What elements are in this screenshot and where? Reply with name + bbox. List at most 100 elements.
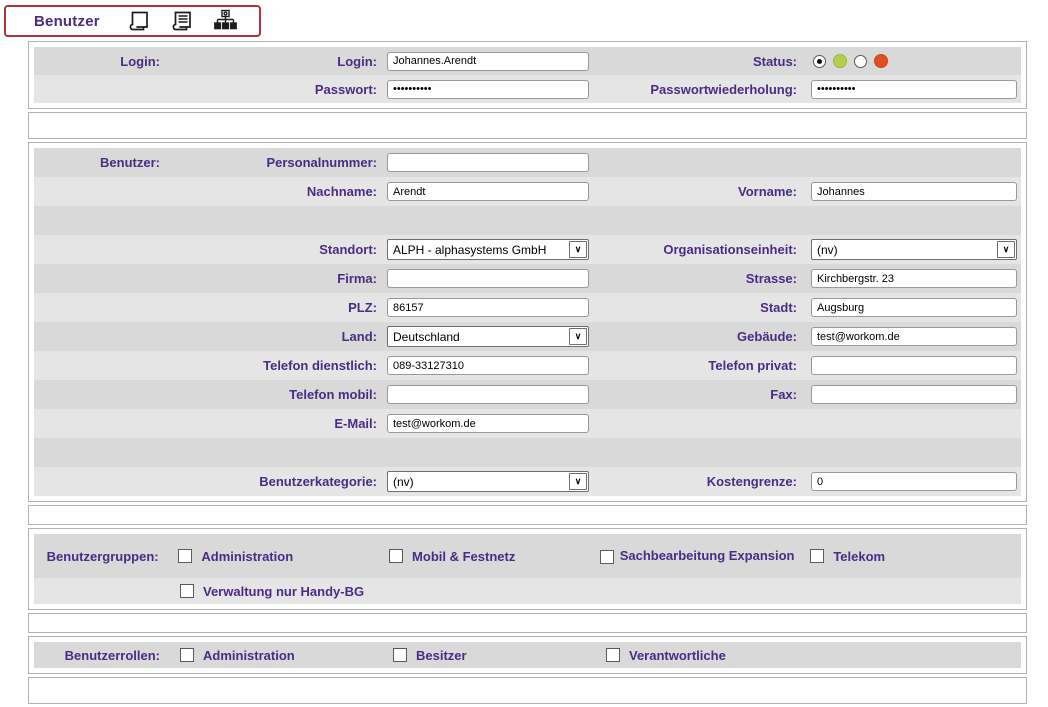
checkbox-item: Verantwortliche bbox=[606, 648, 819, 663]
login-row: Login: Login: Status: bbox=[34, 47, 1021, 75]
chevron-down-icon[interactable]: ∨ bbox=[569, 328, 587, 345]
benutzergruppe-administration-checkbox[interactable] bbox=[178, 549, 193, 563]
stadt-label: Stadt: bbox=[760, 300, 797, 315]
kostengrenze-input[interactable] bbox=[811, 472, 1017, 491]
benutzer-group-label: Benutzer: bbox=[100, 155, 160, 170]
spacer-section-2 bbox=[28, 505, 1027, 525]
email-row: E-Mail: bbox=[34, 409, 1021, 438]
login-input[interactable] bbox=[387, 51, 589, 71]
benutzergruppe-telekom-checkbox[interactable] bbox=[810, 549, 825, 563]
benutzerkategorie-label: Benutzerkategorie: bbox=[259, 474, 377, 489]
benutzer-form: Login: Login: Status: Passwort: Passwort… bbox=[28, 41, 1027, 707]
telefon-mobil-input[interactable] bbox=[387, 385, 589, 404]
telefon-dienstlich-input[interactable] bbox=[387, 356, 589, 375]
checkbox-item: Administration bbox=[180, 648, 393, 663]
fax-label: Fax: bbox=[770, 387, 797, 402]
login-section: Login: Login: Status: Passwort: Passwort… bbox=[28, 41, 1027, 109]
benutzergruppe-verwaltung-nur-handy-bg-checkbox[interactable] bbox=[180, 584, 194, 598]
passwort-row: Passwort: Passwortwiederholung: bbox=[34, 75, 1021, 103]
name-row: Nachname: Vorname: bbox=[34, 177, 1021, 206]
checkbox-item: Verwaltung nur Handy-BG bbox=[180, 584, 393, 599]
firma-row: Firma: Strasse: bbox=[34, 264, 1021, 293]
standort-label: Standort: bbox=[319, 242, 377, 257]
benutzerkategorie-row: Benutzerkategorie: (nv) ∨ Kostengrenze: bbox=[34, 467, 1021, 496]
checkbox-label: Verantwortliche bbox=[629, 647, 726, 663]
passwortwiederholung-input[interactable] bbox=[811, 79, 1017, 99]
benutzergruppe-mobil-festnetz-checkbox[interactable] bbox=[389, 549, 404, 563]
kostengrenze-label: Kostengrenze: bbox=[706, 474, 797, 489]
benutzerkategorie-select[interactable]: (nv) ∨ bbox=[387, 471, 589, 492]
blank-scroll-icon[interactable] bbox=[126, 8, 152, 34]
standort-selected-value: ALPH - alphasystems GmbH bbox=[393, 242, 547, 257]
status-label: Status: bbox=[752, 53, 797, 69]
organisationseinheit-label: Organisationseinheit: bbox=[663, 242, 797, 257]
checkbox-label: Administration bbox=[203, 647, 295, 663]
status-radio-group bbox=[811, 54, 1017, 68]
empty-row bbox=[34, 438, 1021, 467]
organisationseinheit-select[interactable]: (nv) ∨ bbox=[811, 239, 1017, 260]
plz-label: PLZ: bbox=[348, 300, 377, 315]
spacer-section-4 bbox=[28, 677, 1027, 704]
checkbox-label: Administration bbox=[201, 548, 294, 564]
checkbox-item: Telekom bbox=[810, 549, 1021, 564]
strasse-input[interactable] bbox=[811, 269, 1017, 288]
checkbox-item: Administration bbox=[178, 549, 389, 564]
fax-input[interactable] bbox=[811, 385, 1017, 404]
firma-input[interactable] bbox=[387, 269, 589, 288]
nachname-input[interactable] bbox=[387, 182, 589, 201]
checkbox-label: Mobil & Festnetz bbox=[412, 548, 516, 564]
standort-select[interactable]: ALPH - alphasystems GmbH ∨ bbox=[387, 239, 589, 260]
spacer-section-3 bbox=[28, 613, 1027, 633]
telefon-dienstlich-label: Telefon dienstlich: bbox=[263, 358, 377, 373]
vorname-label: Vorname: bbox=[738, 184, 797, 199]
benutzerrollen-section: Benutzerrollen: Administration Besitzer … bbox=[28, 636, 1027, 674]
gebaeude-input[interactable] bbox=[811, 327, 1017, 346]
org-chart-icon[interactable] bbox=[212, 8, 238, 34]
vorname-input[interactable] bbox=[811, 182, 1017, 201]
stadt-input[interactable] bbox=[811, 298, 1017, 317]
telefon-privat-input[interactable] bbox=[811, 356, 1017, 375]
status-inactive-radio[interactable] bbox=[854, 54, 867, 68]
benutzerkategorie-selected-value: (nv) bbox=[393, 474, 414, 489]
benutzerrollen-group-label: Benutzerrollen: bbox=[64, 647, 160, 663]
benutzergruppe-sachbearbeitung-expansion-checkbox[interactable] bbox=[599, 549, 614, 564]
chevron-down-icon[interactable]: ∨ bbox=[997, 241, 1015, 258]
personalnummer-row: Benutzer: Personalnummer: bbox=[34, 148, 1021, 177]
benutzer-section: Benutzer: Personalnummer: Nachname: Vorn… bbox=[28, 142, 1027, 502]
benutzerrolle-administration-checkbox[interactable] bbox=[180, 648, 194, 662]
benutzerrolle-besitzer-checkbox[interactable] bbox=[393, 648, 407, 662]
benutzergruppen-group-label: Benutzergruppen: bbox=[46, 548, 159, 564]
telefon-dienstlich-row: Telefon dienstlich: Telefon privat: bbox=[34, 351, 1021, 380]
telefon-privat-label: Telefon privat: bbox=[708, 358, 797, 373]
land-selected-value: Deutschland bbox=[393, 329, 460, 344]
tab-benutzer[interactable]: Benutzer bbox=[34, 12, 100, 30]
passwort-input[interactable] bbox=[387, 79, 589, 99]
land-select[interactable]: Deutschland ∨ bbox=[387, 326, 589, 347]
standort-row: Standort: ALPH - alphasystems GmbH ∨ Org… bbox=[34, 235, 1021, 264]
benutzerrolle-verantwortliche-checkbox[interactable] bbox=[606, 648, 620, 662]
list-scroll-icon[interactable] bbox=[169, 8, 195, 34]
land-label: Land: bbox=[341, 329, 377, 344]
organisationseinheit-selected-value: (nv) bbox=[817, 242, 838, 257]
strasse-label: Strasse: bbox=[745, 271, 797, 286]
checkbox-label: Telekom bbox=[833, 548, 886, 564]
chevron-down-icon[interactable]: ∨ bbox=[569, 241, 587, 258]
land-row: Land: Deutschland ∨ Gebäude: bbox=[34, 322, 1021, 351]
personalnummer-input[interactable] bbox=[387, 153, 589, 172]
login-field-label: Login: bbox=[337, 53, 377, 69]
spacer-section-1 bbox=[28, 112, 1027, 139]
benutzergruppen-row-2: Verwaltung nur Handy-BG bbox=[34, 578, 1021, 604]
email-input[interactable] bbox=[387, 414, 589, 433]
checkbox-label: Besitzer bbox=[416, 647, 467, 663]
gebaeude-label: Gebäude: bbox=[737, 329, 797, 344]
status-active-radio[interactable] bbox=[813, 54, 826, 68]
checkbox-item: Mobil & Festnetz bbox=[389, 549, 600, 564]
checkbox-item: Sachbearbeitung Expansion bbox=[599, 548, 811, 564]
chevron-down-icon[interactable]: ∨ bbox=[569, 473, 587, 490]
benutzergruppen-row-1: Benutzergruppen: Administration Mobil & … bbox=[34, 534, 1021, 578]
telefon-mobil-row: Telefon mobil: Fax: bbox=[34, 380, 1021, 409]
empty-row bbox=[34, 206, 1021, 235]
checkbox-item: Besitzer bbox=[393, 648, 606, 663]
plz-input[interactable] bbox=[387, 298, 589, 317]
passwortwiederholung-label: Passwortwiederholung: bbox=[650, 81, 797, 97]
